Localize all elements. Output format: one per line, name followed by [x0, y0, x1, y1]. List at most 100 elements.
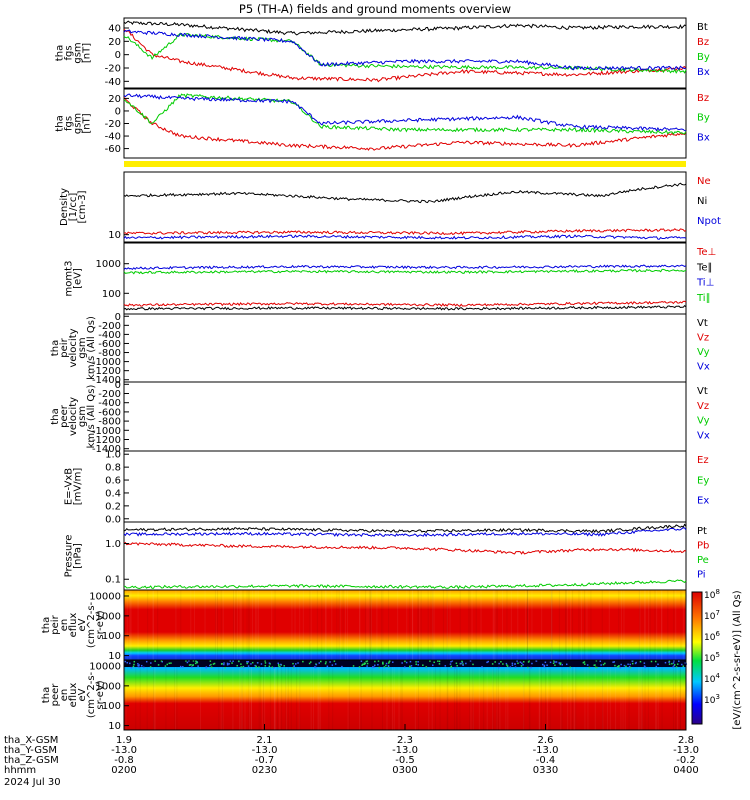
spectrogram-streak [566, 590, 568, 660]
noise-dot [417, 661, 419, 663]
x-row-label: tha_X-GSM [4, 735, 58, 746]
y-tick-label: -1400 [92, 444, 121, 455]
spectrogram-streak [507, 660, 509, 730]
noise-dot [594, 666, 597, 669]
panel-frame [123, 381, 687, 452]
noise-dot [231, 662, 233, 664]
noise-dot [502, 663, 504, 665]
noise-dot [246, 660, 248, 663]
x-row-value: 0400 [673, 765, 698, 776]
y-axis-label: eV [77, 688, 88, 701]
spectrogram-streak [492, 660, 494, 730]
series-line-Bx [123, 29, 687, 71]
noise-dot [226, 663, 229, 666]
spectrogram-streak [302, 590, 304, 660]
panel-5: 0-200-400-600-800-1000-1200-1400 thapeirv… [50, 312, 710, 386]
noise-dot [232, 660, 234, 662]
series-line-Bt [123, 20, 687, 36]
noise-dot [150, 662, 152, 664]
legend-Bt: Bt [697, 22, 708, 33]
noise-dot [302, 660, 304, 663]
noise-dot [588, 666, 591, 669]
noise-dot [205, 666, 207, 669]
noise-dot [614, 664, 616, 667]
y-axis-label: gsm [73, 113, 84, 134]
legend-Ti⊥: Ti⊥ [696, 278, 714, 289]
noise-dot [133, 660, 136, 663]
x-row-value: -13.0 [252, 745, 278, 756]
y-tick-label: 0 [115, 106, 121, 117]
spectrogram-streak [447, 660, 449, 730]
spectrogram-streak [152, 590, 154, 660]
noise-dot [657, 663, 659, 666]
spectrogram-streak [299, 660, 301, 730]
y-tick-label: 100 [102, 631, 121, 642]
colorbar-tick: 108 [704, 588, 720, 601]
spectrogram-streak [298, 660, 300, 730]
noise-dot [425, 666, 428, 668]
legend-Vx: Vx [697, 430, 710, 441]
noise-dot [129, 662, 131, 665]
noise-dot [194, 662, 197, 665]
spectrogram-streak [286, 660, 288, 730]
noise-dot [378, 666, 381, 669]
noise-dot [138, 664, 140, 666]
spectrogram-streak [316, 590, 318, 660]
noise-dot [569, 666, 572, 669]
noise-dot [293, 665, 295, 668]
spectrogram-streak [248, 660, 250, 730]
noise-dot [673, 664, 676, 666]
noise-dot [520, 665, 523, 667]
noise-dot [438, 660, 441, 663]
noise-dot [213, 662, 216, 665]
noise-dot [415, 663, 417, 666]
spectrogram-streak [398, 660, 400, 730]
y-axis-label: peer [50, 683, 61, 707]
spectrogram-streak [680, 590, 682, 660]
spectrogram-streak [539, 660, 541, 730]
noise-dot [279, 666, 281, 668]
spectrogram-streak [174, 660, 176, 730]
y-axis-label: km/s (All Qs) [86, 385, 97, 449]
noise-dot [182, 665, 184, 668]
spectrogram-streak [551, 590, 553, 660]
noise-dot [308, 662, 311, 665]
y-tick-label: 10000 [89, 591, 121, 602]
colorbar-label: [eV/(cm^2-s-sr-eV)] (All Qs) [732, 590, 743, 729]
y-tick-label: -200 [98, 389, 121, 400]
noise-dot [462, 663, 464, 665]
noise-dot [410, 665, 413, 667]
x-row-value: -0.4 [536, 755, 556, 766]
x-row-label: hhmm [4, 765, 36, 776]
spectrogram-streak [478, 660, 480, 730]
panel-6: 0-200-400-600-800-1000-1200-1400 thapeerv… [50, 380, 710, 455]
noise-dot [486, 661, 488, 664]
spectrogram-streak [641, 660, 643, 730]
noise-dot [277, 663, 280, 666]
noise-dot [681, 663, 683, 666]
noise-dot [500, 661, 502, 663]
noise-dot [595, 660, 598, 662]
noise-dot [210, 663, 212, 666]
noise-dot [559, 662, 562, 664]
spectrogram-streak [411, 590, 413, 660]
y-axis-label: sr-eV) [95, 680, 106, 709]
noise-dot [675, 666, 678, 668]
spectrogram-streak [376, 590, 378, 660]
y-axis-label: en [59, 619, 70, 632]
y-axis-label: gsm [77, 337, 88, 358]
panel-frame [123, 521, 687, 591]
spectrogram-streak [644, 660, 646, 730]
noise-dot [387, 666, 390, 668]
spectrogram-streak [523, 660, 525, 730]
y-tick-label: 1000 [96, 681, 121, 692]
spectrogram-streak [248, 590, 250, 660]
colorbar-tick: 107 [704, 609, 720, 622]
spectrogram-streak [239, 590, 241, 660]
y-tick-label: 10 [108, 651, 121, 662]
y-tick-label: -600 [98, 407, 121, 418]
noise-dot [433, 661, 435, 664]
x-row-value: -0.8 [114, 755, 134, 766]
spectrogram-streak [549, 660, 551, 730]
spectrogram-streak [240, 660, 242, 730]
